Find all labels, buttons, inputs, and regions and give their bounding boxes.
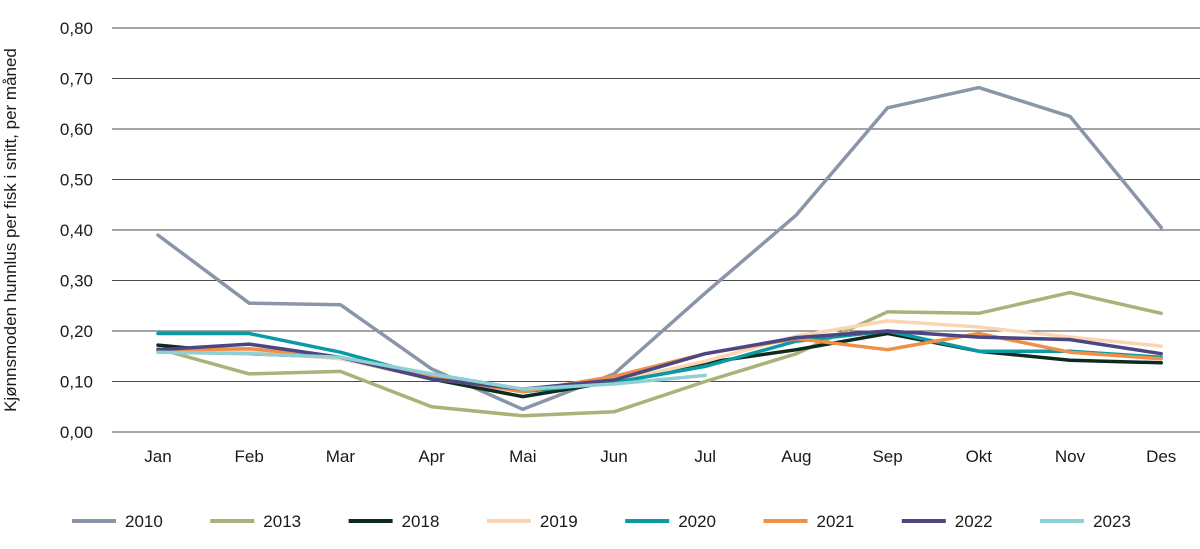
x-tick-label: Jan: [144, 447, 171, 466]
y-axis-label: Kjønnsmoden hunnlus per fisk i snitt, pe…: [1, 48, 20, 412]
x-tick-label: Sep: [872, 447, 902, 466]
x-tick-label: Des: [1146, 447, 1176, 466]
series-line-2020: [156, 329, 1163, 394]
x-tick-label: Feb: [235, 447, 264, 466]
x-axis-ticks: Jan Feb Mar Apr Mai Jun Jul Aug Sep Okt Nov Des: [144, 447, 1176, 466]
legend-label: 2022: [955, 512, 993, 531]
x-tick-label: Aug: [781, 447, 811, 466]
y-tick-label: 0,60: [60, 120, 93, 139]
gridlines: [112, 27, 1200, 433]
legend-item-2013: 2013: [210, 512, 301, 531]
legend-label: 2020: [678, 512, 716, 531]
legend-item-2023: 2023: [1040, 512, 1131, 531]
series-line-2021: [156, 331, 1163, 394]
legend-label: 2023: [1093, 512, 1131, 531]
series-line-2010: [156, 85, 1163, 412]
legend-item-2019: 2019: [486, 512, 578, 531]
x-tick-label: Jul: [694, 447, 716, 466]
series-lines: [156, 85, 1163, 418]
legend-label: 2010: [125, 512, 163, 531]
y-tick-label: 0,00: [60, 423, 93, 442]
x-tick-label: Apr: [418, 447, 445, 466]
y-tick-label: 0,40: [60, 221, 93, 240]
legend-item-2018: 2018: [348, 512, 440, 531]
legend-item-2020: 2020: [625, 512, 716, 531]
y-tick-label: 0,80: [60, 19, 93, 38]
legend-item-2021: 2021: [763, 512, 855, 531]
y-tick-label: 0,20: [60, 322, 93, 341]
x-tick-label: Nov: [1055, 447, 1086, 466]
x-tick-label: Okt: [966, 447, 993, 466]
x-tick-label: Mai: [509, 447, 536, 466]
legend-item-2010: 2010: [72, 512, 163, 531]
legend: 2010 2013 2018 2019 2020 2021 2022 2023: [72, 512, 1131, 531]
legend-label: 2021: [817, 512, 855, 531]
x-tick-label: Mar: [326, 447, 356, 466]
legend-label: 2019: [540, 512, 578, 531]
series-line-2013: [156, 290, 1163, 418]
y-tick-label: 0,30: [60, 272, 93, 291]
legend-label: 2018: [402, 512, 440, 531]
y-axis-ticks: 0,00 0,10 0,20 0,30 0,40 0,50 0,60 0,70 0,80: [60, 19, 93, 442]
y-tick-label: 0,70: [60, 70, 93, 89]
x-tick-label: Jun: [600, 447, 627, 466]
series-line-2023: [156, 350, 707, 391]
legend-item-2022: 2022: [901, 512, 993, 531]
y-tick-label: 0,10: [60, 373, 93, 392]
y-tick-label: 0,50: [60, 171, 93, 190]
legend-label: 2013: [263, 512, 301, 531]
